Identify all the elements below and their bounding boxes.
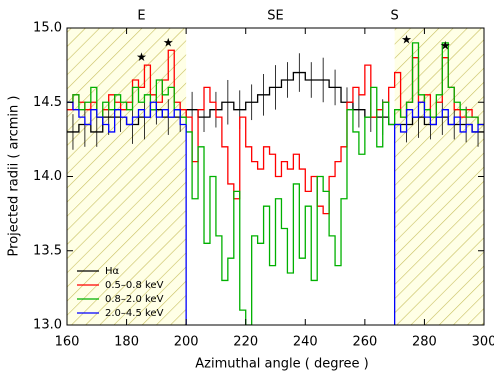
x-tick-label: 160 bbox=[55, 335, 80, 350]
x-tick-label: 280 bbox=[412, 335, 437, 350]
x-tick-label: 220 bbox=[233, 335, 258, 350]
star-annotation: ★ bbox=[163, 35, 174, 49]
y-tick-label: 13.5 bbox=[33, 243, 62, 258]
star-annotation: ★ bbox=[136, 50, 147, 64]
step-line bbox=[394, 101, 484, 133]
legend-label: 0.5–0.8 keV bbox=[105, 280, 164, 291]
star-annotation: ★ bbox=[440, 38, 451, 52]
legend: Hα 0.5–0.8 keV 0.8–2.0 keV 2.0–4.5 keV bbox=[77, 266, 164, 319]
y-tick-label: 13.0 bbox=[33, 318, 62, 333]
step-line bbox=[67, 71, 484, 133]
region-label: S bbox=[391, 9, 399, 24]
y-axis-label: Projected radii ( arcmin ) bbox=[7, 96, 22, 257]
y-tick-label: 15.0 bbox=[33, 21, 62, 36]
x-tick-label: 200 bbox=[174, 335, 199, 350]
x-axis-label: Azimuthal angle ( degree ) bbox=[195, 357, 368, 372]
legend-label: Hα bbox=[105, 266, 120, 277]
x-tick-label: 260 bbox=[352, 335, 377, 350]
y-tick-label: 14.0 bbox=[33, 169, 62, 184]
region-label: SE bbox=[267, 9, 283, 24]
legend-label: 0.8–2.0 keV bbox=[105, 294, 164, 305]
y-tick-label: 14.5 bbox=[33, 95, 62, 110]
region-label: E bbox=[137, 9, 145, 24]
shaded-region bbox=[67, 28, 187, 325]
legend-label: 2.0–4.5 keV bbox=[105, 308, 164, 319]
step-line bbox=[67, 101, 187, 133]
step-line bbox=[67, 42, 484, 325]
x-tick-label: 180 bbox=[114, 335, 139, 350]
x-tick-label: 240 bbox=[293, 335, 318, 350]
shaded-region bbox=[394, 28, 484, 325]
x-tick-label: 300 bbox=[472, 335, 494, 350]
star-annotation: ★ bbox=[401, 32, 412, 46]
